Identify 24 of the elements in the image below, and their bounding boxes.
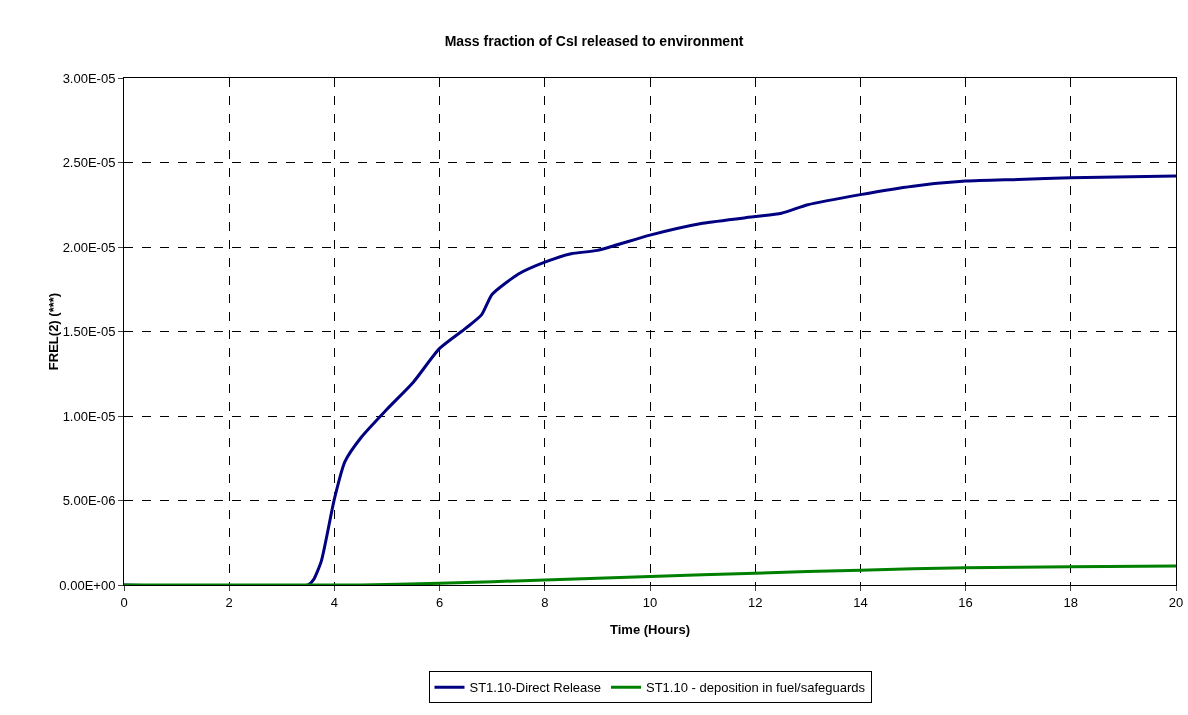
line-series (124, 564, 1176, 585)
x-tick-label: 2 (225, 594, 233, 610)
x-tick-label: 4 (330, 594, 339, 610)
x-tick-label: 18 (1063, 594, 1079, 610)
y-tick-label: 3.00E-05 (62, 70, 116, 86)
y-tick-label: 2.50E-05 (62, 155, 116, 171)
x-tick-label: 12 (747, 594, 763, 610)
x-tick-label: 10 (642, 594, 658, 610)
y-tick-label: 1.50E-05 (62, 324, 116, 340)
y-tick-label: 0.00E+00 (59, 577, 116, 593)
x-tick-label: 16 (958, 594, 973, 610)
x-axis-title: Time (Hours) (610, 622, 690, 637)
x-tick-label: 6 (435, 594, 444, 610)
x-tick-label: 0 (120, 594, 128, 610)
x-tick-label: 8 (541, 594, 549, 610)
legend-label: ST1.10 - deposition in fuel/safeguards (646, 680, 866, 696)
legend-label: ST1.10-Direct Release (469, 680, 601, 696)
y-tick-label: 1.00E-05 (62, 408, 116, 424)
chart-title: Mass fraction of CsI released to environment (444, 32, 744, 49)
x-tick-label: 20 (1168, 594, 1184, 610)
y-axis-title: FREL(2) (***) (45, 292, 61, 371)
y-tick-label: 2.00E-05 (62, 239, 116, 255)
y-tick-label: 5.00E-06 (62, 493, 116, 509)
x-tick-label: 14 (853, 594, 868, 610)
